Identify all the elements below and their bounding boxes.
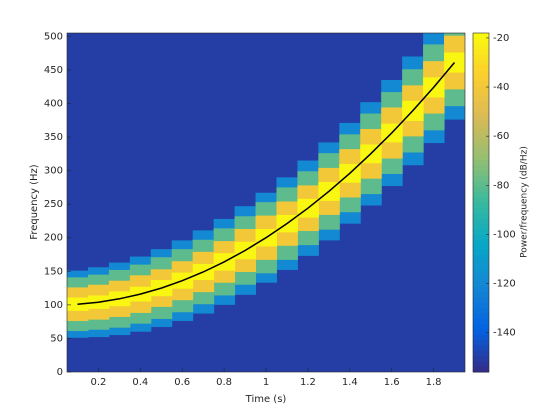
colorbar-tick-label: -20 bbox=[493, 33, 509, 44]
colorbar-swatch bbox=[473, 144, 489, 151]
colorbar-swatch bbox=[473, 345, 489, 352]
colorbar-swatch bbox=[473, 85, 489, 92]
plot-area bbox=[67, 33, 465, 372]
colorbar-swatch bbox=[473, 128, 489, 135]
x-tick-label: 0.6 bbox=[174, 377, 190, 388]
colorbar-tick-label: -80 bbox=[493, 180, 509, 191]
colorbar-swatch bbox=[473, 170, 489, 177]
colorbar-swatch bbox=[473, 165, 489, 172]
colorbar-swatch bbox=[473, 191, 489, 198]
colorbar-swatch bbox=[473, 181, 489, 188]
colorbar-swatch bbox=[473, 176, 489, 182]
colorbar-swatch bbox=[473, 244, 489, 251]
y-tick-label: 350 bbox=[44, 132, 63, 143]
y-tick-label: 200 bbox=[44, 233, 63, 244]
colorbar-swatch bbox=[473, 202, 489, 209]
colorbar-swatch bbox=[473, 255, 489, 262]
colorbar-swatch bbox=[473, 260, 489, 267]
y-tick-label: 100 bbox=[44, 300, 63, 311]
y-axis-label: Frequency (Hz) bbox=[29, 164, 40, 240]
colorbar-frame bbox=[472, 32, 490, 373]
colorbar-swatch bbox=[473, 91, 489, 98]
colorbar-swatch bbox=[473, 223, 489, 230]
colorbar-tick-label: -40 bbox=[493, 82, 509, 93]
x-tick-label: 1.2 bbox=[300, 377, 316, 388]
colorbar-swatch bbox=[473, 160, 489, 166]
colorbar-swatch bbox=[473, 197, 489, 203]
colorbar-swatch bbox=[473, 48, 489, 55]
colorbar-swatch bbox=[473, 356, 489, 362]
colorbar-swatch bbox=[473, 324, 489, 331]
y-tick-label: 400 bbox=[44, 98, 63, 109]
colorbar-swatch bbox=[473, 154, 489, 161]
colorbar-swatch bbox=[473, 271, 489, 278]
colorbar-swatch bbox=[473, 281, 489, 288]
colorbar-swatch bbox=[473, 228, 489, 235]
x-tick-label: 0.8 bbox=[216, 377, 232, 388]
colorbar-swatch bbox=[473, 266, 489, 272]
x-tick-label: 1 bbox=[263, 377, 269, 388]
y-tick-label: 500 bbox=[44, 31, 63, 42]
colorbar-swatch bbox=[473, 33, 489, 39]
y-tick-label: 300 bbox=[44, 166, 63, 177]
colorbar-swatch bbox=[473, 366, 489, 373]
colorbar-swatch bbox=[473, 123, 489, 129]
colorbar-tick-label: -120 bbox=[493, 279, 516, 290]
colorbar-swatch bbox=[473, 213, 489, 219]
colorbar-swatch bbox=[473, 292, 489, 299]
colorbar-swatch bbox=[473, 75, 489, 82]
colorbar-swatch bbox=[473, 239, 489, 246]
x-axis-label: Time (s) bbox=[245, 394, 287, 405]
colorbar-swatch bbox=[473, 303, 489, 309]
y-tick-label: 0 bbox=[57, 367, 63, 378]
colorbar-swatch bbox=[473, 361, 489, 368]
colorbar-swatch bbox=[473, 319, 489, 325]
colorbar-swatch bbox=[473, 117, 489, 124]
x-tick-label: 1.8 bbox=[426, 377, 442, 388]
colorbar-swatch bbox=[473, 329, 489, 336]
colorbar-tick-label: -60 bbox=[493, 131, 509, 142]
x-tick-label: 0.4 bbox=[132, 377, 148, 388]
colorbar-swatch bbox=[473, 59, 489, 66]
y-tick-label: 150 bbox=[44, 266, 63, 277]
ridge-line bbox=[77, 62, 456, 305]
colorbar-swatch bbox=[473, 80, 489, 87]
colorbar-swatch bbox=[473, 107, 489, 113]
x-tick-label: 1.4 bbox=[342, 377, 358, 388]
colorbar-swatch bbox=[473, 207, 489, 214]
colorbar-swatch bbox=[473, 101, 489, 108]
colorbar-swatch bbox=[473, 297, 489, 304]
colorbar-swatch bbox=[473, 308, 489, 315]
colorbar-swatch bbox=[473, 350, 489, 357]
colorbar-swatch bbox=[473, 287, 489, 294]
colorbar-swatch bbox=[473, 133, 489, 140]
colorbar-tick-label: -100 bbox=[493, 229, 516, 240]
y-tick-label: 250 bbox=[44, 199, 63, 210]
colorbar-swatch bbox=[473, 54, 489, 60]
colorbar-swatch bbox=[473, 70, 489, 76]
colorbar-swatch bbox=[473, 112, 489, 119]
colorbar-label: Power/frequency (dB/Hz) bbox=[520, 146, 530, 258]
power-cell bbox=[444, 52, 465, 73]
colorbar-swatch bbox=[473, 234, 489, 241]
x-tick-label: 0.2 bbox=[90, 377, 106, 388]
colorbar-swatch bbox=[473, 186, 489, 193]
colorbar-swatch bbox=[473, 64, 489, 71]
colorbar-swatch bbox=[473, 340, 489, 347]
colorbar-swatch bbox=[473, 138, 489, 145]
colorbar-swatch bbox=[473, 313, 489, 320]
colorbar-swatch bbox=[473, 218, 489, 225]
colorbar-swatch bbox=[473, 43, 489, 50]
colorbar-swatch bbox=[473, 96, 489, 103]
colorbar-swatch bbox=[473, 250, 489, 256]
colorbar-swatch bbox=[473, 276, 489, 283]
y-tick-label: 450 bbox=[44, 65, 63, 76]
colorbar-tick-label: -140 bbox=[493, 328, 516, 339]
x-tick-label: 1.6 bbox=[384, 377, 400, 388]
y-tick-label: 50 bbox=[50, 333, 63, 344]
colorbar-swatch bbox=[473, 149, 489, 156]
colorbar-swatch bbox=[473, 38, 489, 45]
colorbar-swatch bbox=[473, 334, 489, 341]
